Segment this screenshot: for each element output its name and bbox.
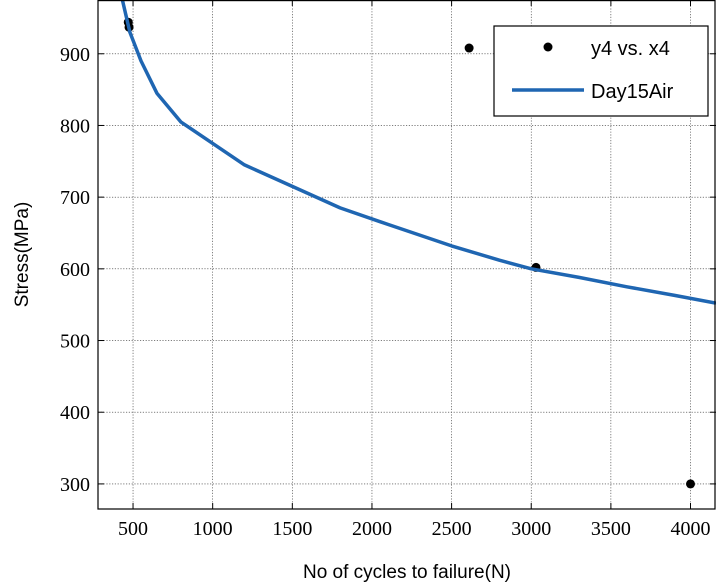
x-tick-label: 3000 <box>511 518 551 540</box>
legend-marker-scatter <box>543 42 553 52</box>
axis-ticks <box>98 0 716 509</box>
y-tick-label: 700 <box>60 187 90 209</box>
x-tick-label: 1000 <box>193 518 233 540</box>
fit-curve <box>120 0 716 305</box>
legend-box <box>493 25 709 117</box>
x-tick-label: 500 <box>118 518 148 540</box>
legend: y4 vs. x4 Day15Air <box>493 25 709 117</box>
data-point <box>464 43 474 53</box>
y-tick-label: 400 <box>60 402 90 424</box>
tick-labels: 500 1000 1500 2000 2500 3000 3500 4000 300 400 500… <box>60 44 711 540</box>
y-tick-label: 900 <box>60 44 90 66</box>
legend-label: y4 vs. x4 <box>591 38 670 60</box>
y-axis-label: Stress(MPa) <box>12 202 33 308</box>
data-point <box>686 479 696 489</box>
x-tick-label: 1500 <box>272 518 312 540</box>
y-tick-label: 500 <box>60 331 90 353</box>
y-tick-label: 300 <box>60 474 90 496</box>
x-tick-label: 2500 <box>432 518 472 540</box>
legend-label: Day15Air <box>591 81 674 103</box>
plot-frame <box>97 0 716 510</box>
y-tick-label: 800 <box>60 115 90 137</box>
x-tick-label: 3500 <box>591 518 631 540</box>
x-tick-label: 4000 <box>671 518 711 540</box>
y-tick-label: 600 <box>60 259 90 281</box>
plot-area <box>120 0 716 489</box>
x-axis-label: No of cycles to failure(N) <box>303 562 511 583</box>
x-tick-label: 2000 <box>352 518 392 540</box>
